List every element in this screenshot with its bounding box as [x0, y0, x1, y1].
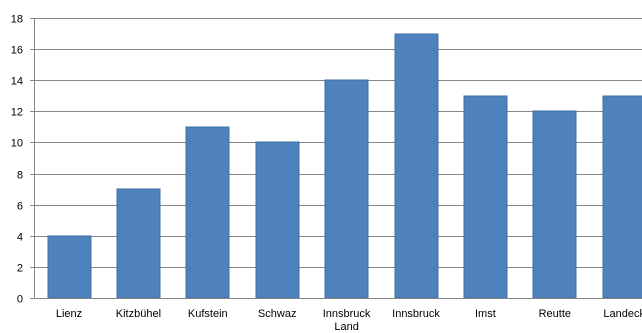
x-category-label: Innsbruck	[392, 308, 440, 320]
x-category-label-line: Lienz	[56, 308, 82, 320]
x-category-label-line: Schwaz	[258, 308, 297, 320]
bars	[47, 33, 642, 299]
y-tick-label: 4	[17, 232, 23, 244]
y-axis-tick-labels: 0 2 4 6 8 10 12 14 16 18	[11, 14, 23, 306]
y-tick-label: 6	[17, 201, 23, 213]
x-category-label-line: Landeck	[603, 308, 642, 320]
bar-reutte	[532, 110, 577, 299]
x-category-label: Kitzbühel	[116, 308, 161, 320]
x-category-label: Reutte	[539, 308, 571, 320]
x-category-label: Lienz	[56, 308, 82, 320]
x-category-label-line: Reutte	[539, 308, 571, 320]
axes	[30, 18, 642, 299]
x-category-label-line: Kufstein	[188, 308, 228, 320]
y-tick-label: 14	[11, 76, 23, 88]
x-category-label-line: Innsbruck	[392, 308, 440, 320]
x-category-label-line: Innsbruck	[323, 308, 371, 320]
x-category-label: Kufstein	[188, 308, 228, 320]
bar-innsbruck-land	[324, 79, 369, 299]
x-category-label: Schwaz	[258, 308, 297, 320]
x-category-label-line: Kitzbühel	[116, 308, 161, 320]
x-category-label: Imst	[475, 308, 496, 320]
x-category-label-line: Land	[334, 321, 358, 333]
x-category-label: Innsbruck Land	[323, 308, 371, 333]
y-tick-label: 12	[11, 107, 23, 119]
y-tick-label: 18	[11, 14, 23, 26]
bar-kitzbühel	[116, 188, 161, 299]
x-category-label-line: Imst	[475, 308, 496, 320]
y-tick-label: 8	[17, 170, 23, 182]
bar-imst	[463, 95, 508, 299]
y-tick-label: 2	[17, 263, 23, 275]
x-axis-category-labels: Lienz Kitzbühel Kufstein Schwaz Innsbruck Lan…	[56, 308, 642, 333]
y-tick-label: 0	[17, 294, 23, 306]
bar-kufstein	[185, 126, 230, 299]
bar-innsbruck	[394, 33, 439, 299]
y-tick-label: 10	[11, 138, 23, 150]
bar-schwaz	[255, 141, 300, 299]
y-tick-label: 16	[11, 45, 23, 57]
bar-landeck	[602, 95, 642, 299]
bar-lienz	[47, 235, 92, 299]
x-category-label: Landeck	[603, 308, 642, 320]
